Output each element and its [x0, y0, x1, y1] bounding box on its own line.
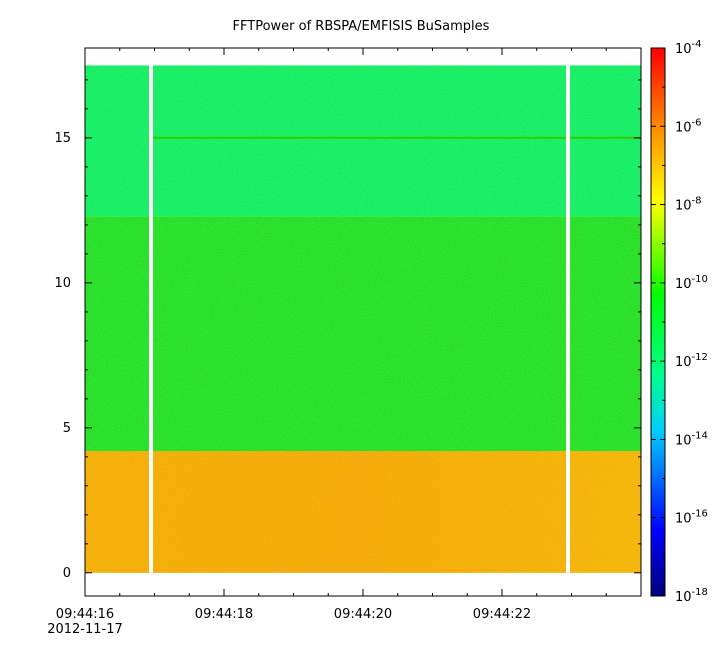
colorbar-tick-label-0: 10-4 — [675, 39, 702, 57]
data-gap-0 — [149, 65, 154, 573]
x-tick-label-1: 09:44:18 — [195, 607, 253, 622]
y-tick-label-2: 10 — [54, 276, 71, 291]
y-axis: 0 5 10 15 — [54, 79, 641, 581]
colorbar-tick-label-6: 10-16 — [675, 509, 708, 527]
x-tick-label-2: 09:44:20 — [334, 607, 392, 622]
y-tick-label-0: 0 — [63, 566, 71, 581]
data-gap-1 — [566, 65, 571, 573]
spectral-band-0-texture — [85, 451, 641, 573]
colorbar-axis: 10-4 10-6 10-8 10-10 10-12 10-14 10-16 10-18 — [651, 39, 708, 605]
colorbar-tick-label-5: 10-14 — [675, 430, 708, 448]
y-tick-label-3: 15 — [54, 131, 71, 146]
colorbar-tick-label-7: 10-18 — [675, 587, 708, 605]
spectral-band-1-texture — [85, 216, 641, 452]
colorbar-tick-label-1: 10-6 — [675, 117, 702, 135]
x-tick-label-3: 09:44:22 — [473, 607, 531, 622]
colorbar-tick-label-4: 10-12 — [675, 352, 708, 370]
x-tick-label-0: 09:44:16 — [56, 607, 114, 622]
colorbar-tick-label-3: 10-10 — [675, 274, 708, 292]
spectral-band-2-texture — [85, 65, 641, 217]
y-tick-label-1: 5 — [63, 421, 71, 436]
chart-title: FFTPower of RBSPA/EMFISIS BuSamples — [233, 19, 490, 34]
x-tick-sublabel: 2012-11-17 — [47, 622, 123, 637]
colorbar-tick-label-2: 10-8 — [675, 196, 702, 214]
plot-area — [85, 65, 641, 573]
